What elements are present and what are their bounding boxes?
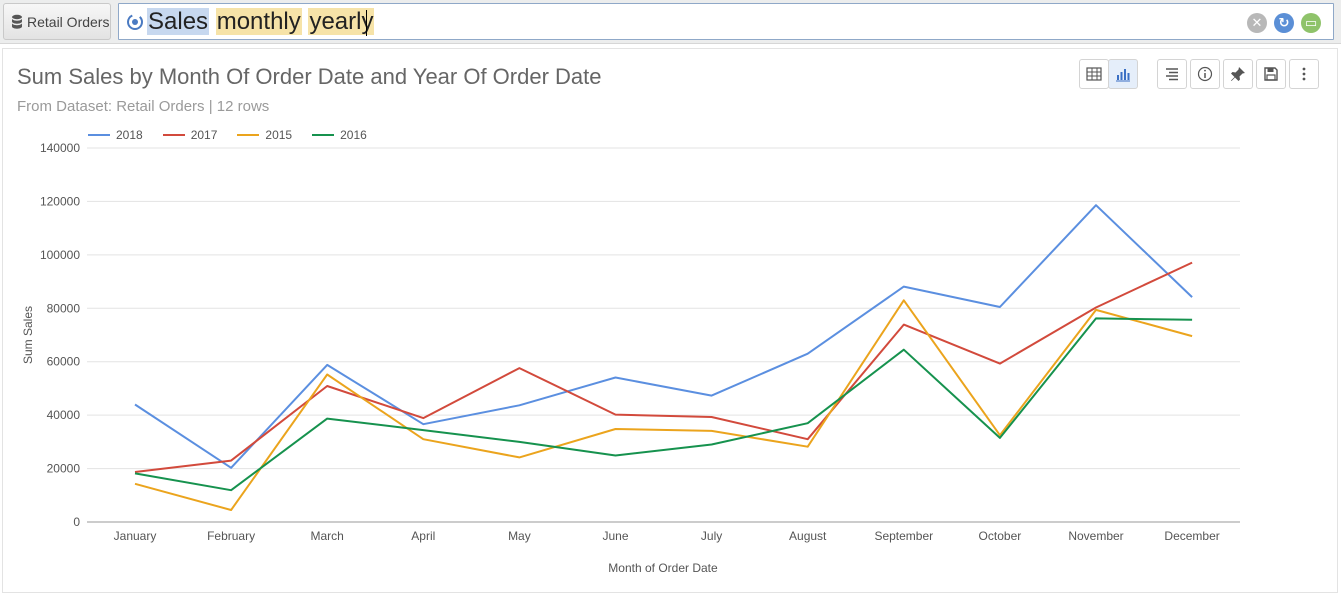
query-token: yearly xyxy=(308,8,375,35)
query-token: Sales xyxy=(147,8,210,35)
query-token: monthly xyxy=(215,8,302,35)
search-input[interactable]: Sales monthly yearly ✕ ↻ ▭ xyxy=(118,3,1334,40)
legend-item[interactable]: 2016 xyxy=(312,128,367,142)
info-button[interactable] xyxy=(1190,59,1220,89)
chart-view-icon xyxy=(1116,69,1130,82)
legend-swatch xyxy=(162,134,185,136)
pin-button[interactable] xyxy=(1223,59,1253,89)
chart-legend: 2018 2017 2015 2016 xyxy=(88,128,367,142)
pin-icon xyxy=(1231,67,1245,81)
refresh-icon[interactable]: ↻ xyxy=(1274,13,1294,33)
legend-item[interactable]: 2018 xyxy=(88,128,143,142)
query-text: Sales monthly yearly xyxy=(147,8,375,36)
chart-view-button[interactable] xyxy=(1108,59,1138,89)
page-title: Sum Sales by Month Of Order Date and Yea… xyxy=(17,64,602,89)
legend-label: 2015 xyxy=(265,128,293,142)
dataset-label: Retail Orders xyxy=(27,13,110,30)
result-panel: Sum Sales by Month Of Order Date and Yea… xyxy=(2,48,1338,593)
search-logo-icon xyxy=(127,14,143,30)
folder-icon[interactable]: ▭ xyxy=(1301,13,1321,33)
dataset-button[interactable]: Retail Orders xyxy=(3,3,111,40)
search-bar: Retail Orders Sales monthly yearly ✕ ↻ ▭ xyxy=(0,0,1341,44)
more-icon xyxy=(1302,67,1306,81)
legend-label: 2017 xyxy=(190,128,218,142)
page-subtitle: From Dataset: Retail Orders | 12 rows xyxy=(17,98,270,115)
legend-swatch xyxy=(312,134,335,136)
legend-item[interactable]: 2015 xyxy=(237,128,292,142)
save-icon xyxy=(1264,67,1278,81)
clear-icon[interactable]: ✕ xyxy=(1247,13,1267,33)
legend-swatch xyxy=(88,134,110,136)
text-caret xyxy=(366,9,368,36)
info-icon xyxy=(1197,66,1213,82)
save-button[interactable] xyxy=(1256,59,1286,89)
table-view-button[interactable] xyxy=(1079,59,1109,89)
legend-label: 2016 xyxy=(340,128,367,142)
legend-item[interactable]: 2017 xyxy=(162,128,218,142)
format-button[interactable] xyxy=(1157,59,1187,89)
format-icon xyxy=(1166,68,1178,81)
legend-label: 2018 xyxy=(116,128,143,142)
more-options-button[interactable] xyxy=(1289,59,1319,89)
table-view-icon xyxy=(1086,67,1102,81)
legend-swatch xyxy=(237,134,260,136)
database-icon xyxy=(12,14,22,29)
